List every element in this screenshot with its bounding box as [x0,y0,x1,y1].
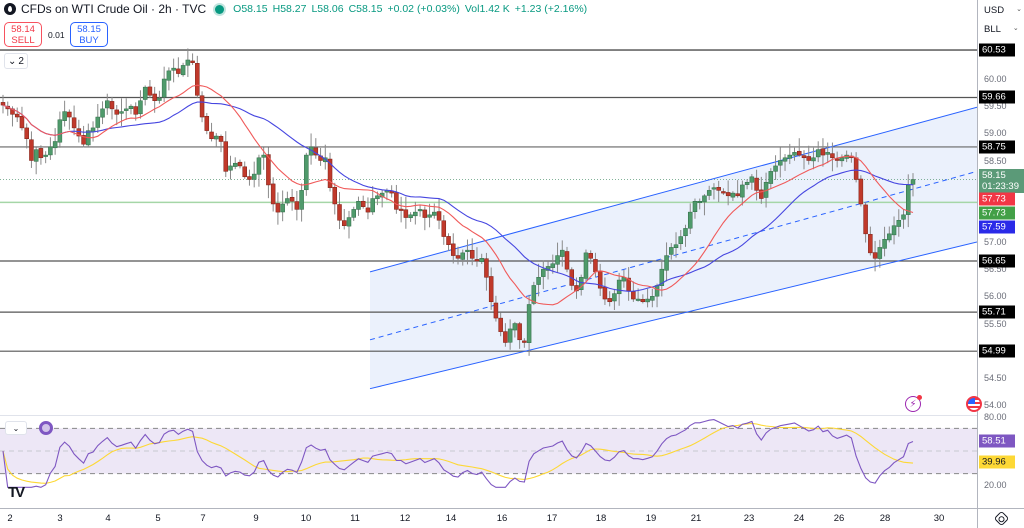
price-label-57-73: 57.73 [979,206,1015,220]
currency-label: USD [984,5,1005,16]
price-tick-label: 60.00 [984,74,1007,84]
price-tick-label: 54.00 [984,400,1007,410]
time-axis[interactable]: 2 3 4 5 7 9 10 11 12 14 16 17 18 19 21 23 24 26 28 30 [0,508,977,528]
chevron-down-icon: ⌄ [1012,25,1019,32]
chevron-down-icon: ⌄ [8,55,17,67]
time-tick-label: 17 [546,513,558,524]
currency-selector[interactable]: USD ⌄ [984,5,1022,16]
tradingview-logo[interactable]: TV [8,484,25,501]
time-tick-label: 2 [7,513,13,524]
time-tick-label: 4 [105,513,111,524]
time-tick-label: 3 [57,513,63,524]
time-tick-label: 11 [350,513,360,524]
price-label-55-71: 55.71 [979,305,1015,319]
fast-moving-average-line[interactable] [2,84,914,306]
price-label-54-99: 54.99 [979,344,1015,358]
low-value: L58.06 [311,3,344,15]
time-tick-label: 5 [155,513,161,524]
change-value: +0.02 (+0.03%) [387,3,460,15]
buy-label: BUY [79,34,99,46]
symbol-title[interactable]: CFDs on WTI Crude Oil · 2h · TVC [21,2,207,16]
price-tick-label: 59.50 [984,101,1007,112]
price-tick-label: 56.50 [984,264,1007,275]
rsi-tick-label: 20.00 [984,480,1007,490]
rsi-collapse-button[interactable]: ⌄ [5,421,27,435]
gear-icon [993,510,1009,527]
price-label-57-59: 57.59 [979,220,1015,234]
close-value: C58.15 [348,3,383,15]
rsi-value-label: 58.51 [979,434,1015,448]
high-value: H58.27 [272,3,307,15]
buy-button[interactable]: 58.15 BUY [70,22,108,47]
price-label-59-66: 59.66 [979,90,1015,104]
price-tick-label: 58.50 [984,155,1007,166]
buy-price: 58.15 [77,23,101,35]
rsi-value-label: 39.96 [979,455,1015,469]
time-tick-label: 24 [793,513,805,524]
time-tick-label: 21 [690,513,702,524]
chevron-down-icon: ⌄ [1016,6,1022,13]
volume-value: Vol1.42 K [464,3,510,15]
time-tick-label: 10 [300,513,312,524]
time-tick-label: 28 [879,513,891,524]
time-tick-label: 16 [496,513,508,524]
rsi-indicator-icon[interactable] [39,421,53,435]
price-label-57-73: 57.73 [979,192,1015,206]
flash-event-icon[interactable]: ⚡ [905,395,922,412]
time-tick-label: 9 [253,513,259,524]
us-flag-event-icon[interactable] [966,396,982,412]
slow-moving-average-line[interactable] [2,101,914,292]
price-label-58-75: 58.75 [979,140,1015,154]
indicator-count: 2 [18,55,24,67]
spread-value: 0.01 [48,29,65,40]
time-tick-label: 19 [645,513,657,524]
price-label-58-15: 58.15 01:23:39 [979,169,1024,193]
price-tick-label: 57.00 [984,237,1007,247]
channel-lower-line[interactable] [369,241,977,390]
time-tick-label: 23 [743,513,755,524]
symbol-header: CFDs on WTI Crude Oil · 2h · TVC O58.15 … [4,2,587,16]
price-label-60-53: 60.53 [979,43,1015,57]
sell-label: SELL [11,34,35,46]
price-tick-label: 56.00 [984,291,1007,302]
open-value: O58.15 [233,3,268,15]
chart-settings-button[interactable] [977,508,1024,528]
price-axis[interactable]: USD ⌄ BLL ⌄ 60.00 59.50 59.00 58.50 57.00 56.… [977,0,1024,508]
ohlc-values: O58.15 H58.27 L58.06 C58.15 +0.02 (+0.03… [233,3,587,15]
rsi-tick-label: 80.00 [984,412,1007,422]
oil-drop-icon [4,3,16,15]
price-tick-label: 55.50 [984,318,1007,329]
collapse-indicators-button[interactable]: ⌄ 2 [4,53,28,69]
rsi-line[interactable] [2,419,914,488]
time-tick-label: 30 [933,513,945,524]
unit-selector[interactable]: BLL ⌄ [984,24,1019,35]
price-label-56-65: 56.65 [979,254,1015,268]
time-tick-label: 26 [833,513,845,524]
price-tick-label: 59.00 [984,128,1007,139]
time-tick-label: 12 [399,513,411,524]
price-tick-label: 54.50 [984,372,1007,383]
unit-label: BLL [984,24,1001,35]
rsi-pane-divider[interactable] [0,415,977,416]
chevron-down-icon: ⌄ [12,423,20,433]
header-divider [0,49,977,50]
channel-upper-line[interactable] [369,106,977,273]
time-tick-label: 18 [595,513,607,524]
market-open-status-icon [215,4,225,14]
sell-price: 58.14 [11,23,35,35]
candles [0,48,916,356]
time-tick-label: 7 [200,513,206,524]
price-chart-pane[interactable] [0,0,977,508]
trade-buttons: 58.14 SELL 0.01 58.15 BUY [4,22,108,47]
candlestick-chart[interactable] [0,0,977,508]
sell-button[interactable]: 58.14 SELL [4,22,42,47]
time-tick-label: 14 [445,513,457,524]
volume-change-value: +1.23 (+2.16%) [514,3,588,15]
channel-middle-line[interactable] [369,170,977,341]
